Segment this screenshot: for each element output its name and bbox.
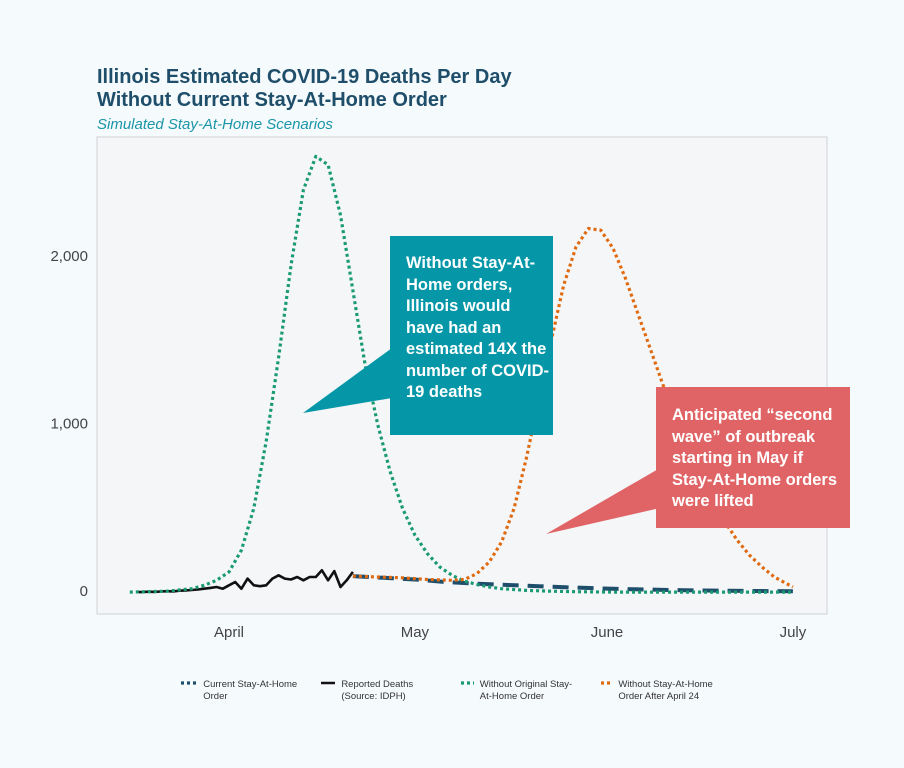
callout-pointer [303, 348, 392, 413]
series-line [129, 154, 793, 594]
legend-swatch [321, 681, 336, 685]
series-line [352, 574, 793, 594]
x-tick-label: April [214, 624, 244, 641]
legend-item: Without Stay-At-Home Order After April 2… [600, 679, 718, 703]
legend-item: Without Original Stay-At-Home Order [460, 679, 578, 703]
y-tick-label: 1,000 [50, 415, 88, 432]
y-tick-label: 2,000 [50, 248, 88, 265]
legend-item: Current Stay-At-Home Order [180, 679, 298, 703]
annotation: Without Stay-At-Home orders, Illinois wo… [406, 254, 549, 401]
series-layer [129, 154, 794, 594]
legend: Current Stay-At-Home Order Reported Death… [180, 679, 718, 703]
callout-box [390, 236, 553, 435]
x-tick-label: June [591, 624, 624, 641]
legend-swatch [181, 681, 198, 685]
chart-subtitle: Simulated Stay-At-Home Scenarios [97, 116, 333, 133]
legend-label: Without Original Stay-At-Home Order [479, 679, 573, 702]
x-tick-label: July [780, 624, 807, 641]
chart-title: Illinois Estimated COVID-19 Deaths Per D… [97, 66, 512, 111]
legend-item: Reported Deaths (Source: IDPH) [320, 679, 438, 703]
y-tick-label: 0 [80, 583, 88, 600]
annotation: Anticipated “second wave” of outbreak st… [672, 406, 838, 510]
legend-label: Reported Deaths (Source: IDPH) [341, 679, 414, 702]
series-line [352, 226, 794, 589]
callout-pointer [546, 468, 660, 534]
legend-swatch [601, 681, 613, 685]
callout-box [656, 387, 850, 528]
legend-label: Without Stay-At-Home Order After April 2… [618, 679, 713, 702]
x-tick-label: May [401, 624, 430, 641]
legend-swatch [461, 681, 474, 685]
legend-label: Current Stay-At-Home Order [203, 679, 298, 702]
